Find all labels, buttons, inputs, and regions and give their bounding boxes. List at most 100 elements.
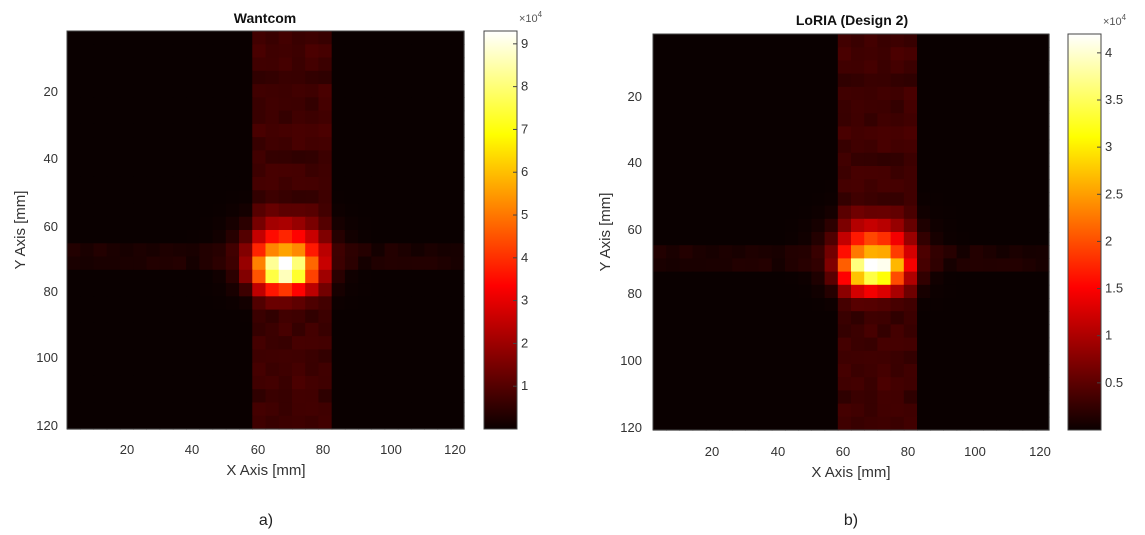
heatmap-cell	[106, 402, 121, 417]
heatmap-cell	[745, 205, 760, 220]
heatmap-cell	[424, 57, 439, 72]
heatmap-cell	[877, 416, 892, 431]
heatmap-cell	[331, 137, 346, 151]
heatmap-cell	[265, 349, 280, 364]
heatmap-cell	[996, 324, 1010, 339]
heatmap-cell	[943, 377, 958, 391]
heatmap-cell	[719, 113, 733, 127]
heatmap-cell	[119, 150, 134, 165]
heatmap-cell	[1009, 126, 1024, 141]
heatmap-cell	[384, 137, 399, 151]
heatmap-cell	[411, 110, 425, 125]
heatmap-cell	[890, 139, 905, 154]
heatmap-cell	[186, 256, 200, 271]
heatmap-cell	[199, 349, 214, 364]
heatmap-cell	[758, 390, 773, 405]
heatmap-cell	[837, 60, 852, 75]
heatmap-cell	[890, 60, 905, 75]
heatmap-cell	[771, 284, 786, 299]
colorbar-tick-label: 4	[1105, 45, 1112, 60]
heatmap-cell	[411, 216, 425, 231]
heatmap-cell	[318, 150, 333, 165]
heatmap-cell	[903, 179, 918, 193]
heatmap-cell	[397, 322, 412, 337]
heatmap-cell	[653, 350, 667, 365]
heatmap-cell	[80, 216, 95, 231]
heatmap-cell	[824, 192, 839, 207]
heatmap-cell	[771, 258, 786, 273]
heatmap-cell	[437, 163, 452, 178]
heatmap-cell	[705, 166, 720, 180]
heatmap-cell	[186, 137, 200, 151]
heatmap-cell	[969, 390, 984, 405]
heatmap-cell	[732, 152, 746, 167]
heatmap-cell	[318, 389, 333, 404]
heatmap-cell	[705, 337, 720, 352]
heatmap-cell	[996, 100, 1010, 114]
heatmap-cell	[653, 324, 667, 339]
heatmap-cell	[705, 232, 720, 246]
heatmap-cell	[1022, 337, 1037, 352]
heatmap-cell	[692, 73, 707, 88]
heatmap-cell	[344, 163, 359, 178]
heatmap-cell	[384, 269, 399, 284]
heatmap-cell	[679, 218, 694, 233]
heatmap-cell	[265, 375, 280, 390]
heatmap-cell	[146, 375, 161, 390]
heatmap-cell	[278, 57, 293, 72]
heatmap-cell	[397, 57, 412, 72]
heatmap-cell	[666, 205, 680, 220]
heatmap-cell	[344, 97, 359, 112]
heatmap-cell	[811, 364, 826, 378]
heatmap-cell	[106, 269, 121, 284]
heatmap-cell	[956, 113, 971, 127]
heatmap-cell	[798, 377, 812, 391]
heatmap-cell	[692, 416, 707, 431]
heatmap-cell	[424, 176, 439, 191]
heatmap-cell	[119, 256, 134, 271]
heatmap-cell	[705, 34, 720, 48]
heatmap-cell	[930, 232, 944, 246]
heatmap-cell	[67, 362, 81, 377]
heatmap-cell	[758, 100, 773, 114]
heatmap-cell	[450, 283, 465, 297]
heatmap-cell	[719, 245, 733, 259]
heatmap-cell	[943, 311, 958, 325]
heatmap-cell	[411, 176, 425, 191]
heatmap-cell	[864, 179, 878, 193]
heatmap-cell	[996, 205, 1010, 220]
heatmap-cell	[146, 230, 161, 244]
heatmap-cell	[358, 57, 372, 72]
heatmap-cell	[917, 192, 931, 207]
heatmap-cell	[146, 283, 161, 297]
heatmap-cell	[159, 349, 174, 364]
heatmap-cell	[384, 402, 399, 417]
heatmap-cell	[692, 218, 707, 233]
heatmap-cell	[653, 34, 667, 48]
heatmap-cell	[252, 57, 267, 72]
heatmap-cell	[692, 152, 707, 167]
heatmap-cell	[252, 375, 267, 390]
heatmap-cell	[771, 73, 786, 88]
heatmap-cell	[824, 284, 839, 299]
heatmap-cell	[837, 179, 852, 193]
heatmap-cell	[771, 298, 786, 312]
heatmap-cell	[252, 415, 267, 430]
heatmap-cell	[666, 179, 680, 193]
heatmap-cell	[146, 70, 161, 85]
heatmap-cell	[450, 163, 465, 178]
heatmap-cell	[371, 123, 386, 138]
heatmap-cells-a	[67, 31, 465, 430]
heatmap-cell	[732, 166, 746, 180]
heatmap-cell	[344, 203, 359, 218]
heatmap-cell	[1035, 271, 1050, 286]
heatmap-cell	[344, 336, 359, 350]
heatmap-cell	[719, 416, 733, 431]
heatmap-cell	[450, 110, 465, 125]
heatmap-panel-a: Wantcom 20 40 60 80 100 120 20 40 60 80 …	[12, 10, 543, 529]
heatmap-cell	[811, 324, 826, 339]
heatmap-cell	[331, 322, 346, 337]
heatmap-cell	[199, 375, 214, 390]
heatmap-cell	[877, 245, 892, 259]
heatmap-cell	[291, 97, 306, 112]
